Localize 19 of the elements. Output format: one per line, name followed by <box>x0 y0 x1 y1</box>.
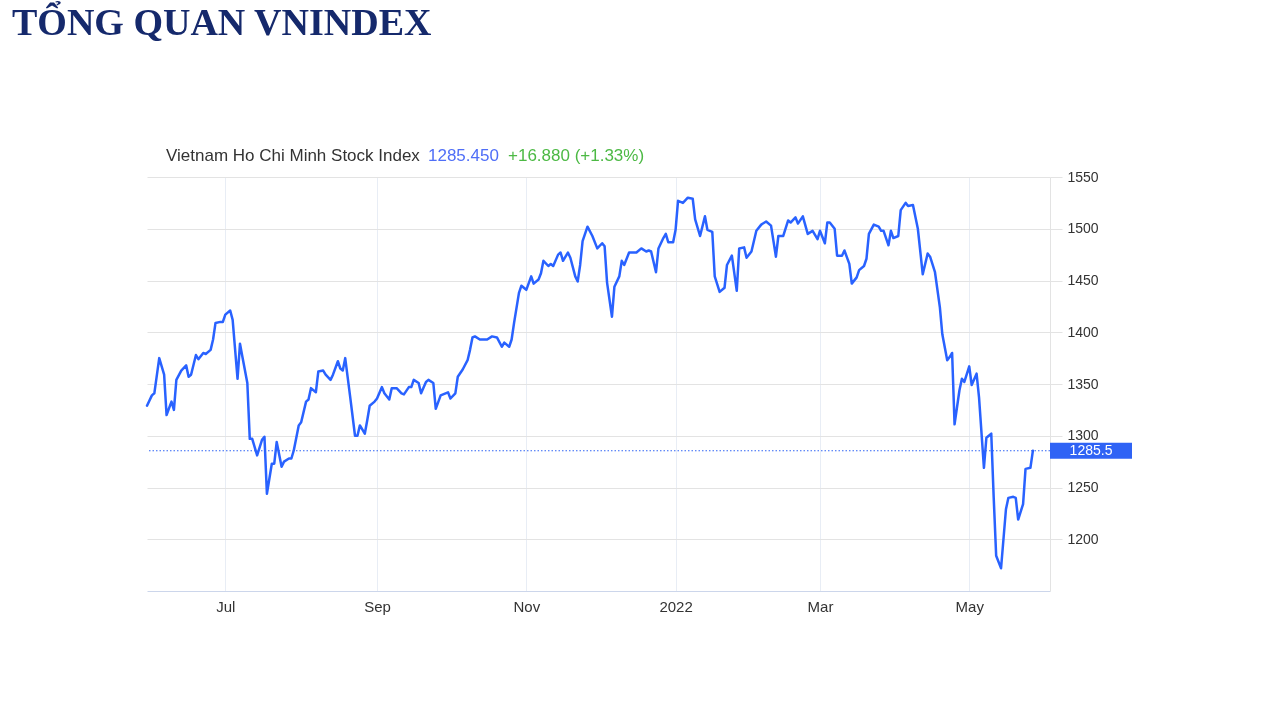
y-tick-label: 1450 <box>1067 272 1099 288</box>
y-tick-label: 1500 <box>1067 220 1099 237</box>
text: 1285.450 <box>428 146 499 165</box>
chart-subtitle: Vietnam Ho Chi Minh Stock Index <box>166 146 421 165</box>
x-tick-label: Mar <box>807 597 834 615</box>
y-tick-label: 1200 <box>1067 530 1099 547</box>
x-tick-label: May <box>955 597 985 615</box>
x-tick-label: Jul <box>216 597 236 615</box>
x-tick-label: Nov <box>513 597 541 615</box>
text: +16.880 (+1.33%) <box>508 146 645 165</box>
ref-line-label: 1285.5 <box>1069 441 1113 458</box>
y-tick-label: 1300 <box>1067 427 1099 444</box>
y-tick-label: 1400 <box>1067 323 1099 340</box>
y-tick-label: 1250 <box>1067 479 1099 495</box>
y-tick-label: 1550 <box>1067 168 1099 185</box>
x-tick-label: 2022 <box>659 597 693 615</box>
x-tick-label: Sep <box>364 597 391 615</box>
y-tick-label: 1350 <box>1067 375 1099 392</box>
chart-title: TỔNG QUAN VNINDEX <box>12 1 432 43</box>
